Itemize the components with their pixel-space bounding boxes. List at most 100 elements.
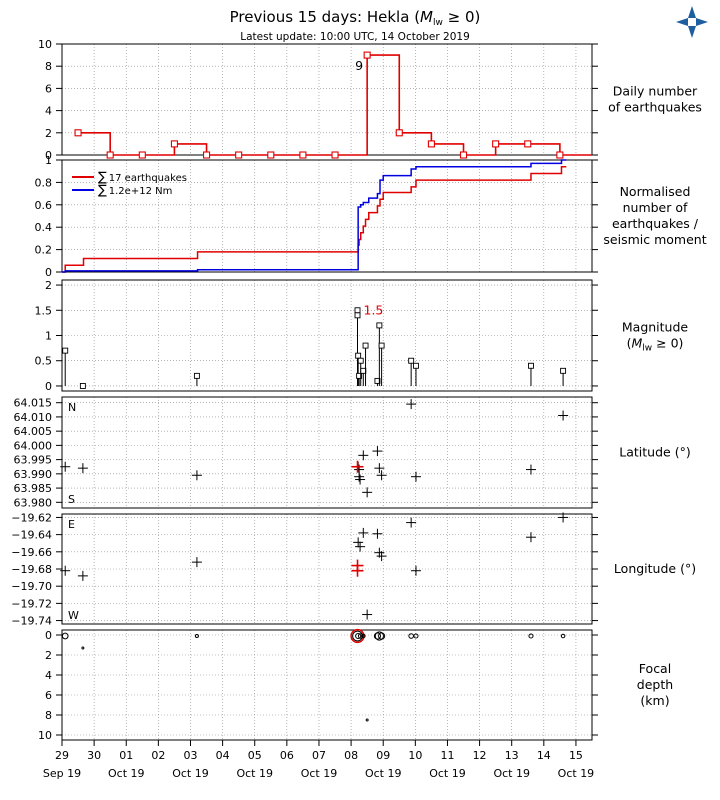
corner-label-bottom: W (68, 609, 79, 622)
daily-count-marker (492, 140, 500, 148)
depth-marker (357, 633, 364, 639)
y-tick-label: 64.005 (14, 425, 53, 438)
y-tick-label: 1 (45, 330, 52, 343)
y-tick-label: 0 (45, 149, 52, 162)
x-day-label: 30 (87, 749, 101, 762)
y-tick-label: 0 (45, 380, 52, 393)
max-magnitude-label: 1.5 (364, 302, 384, 317)
panel-label-line: number of (623, 200, 688, 215)
depth-marker (373, 632, 382, 640)
figure-title: Previous 15 days: Hekla (Mlw ≥ 0) (230, 8, 481, 28)
depth-marker (413, 633, 419, 639)
daily-count-marker (170, 140, 178, 148)
daily-count-marker (331, 151, 339, 159)
panel-frame (61, 159, 593, 273)
y-tick-label: 64.000 (14, 439, 53, 452)
x-day-label: 03 (183, 749, 197, 762)
panel-label-line: earthquakes / (612, 216, 699, 231)
panel-label-line: depth (637, 677, 673, 692)
y-tick-label: 0 (45, 266, 52, 279)
x-month-label: Oct 19 (493, 767, 530, 780)
x-day-label: 07 (312, 749, 326, 762)
magnitude-marker (62, 347, 69, 354)
daily-count-marker (395, 129, 403, 137)
y-tick-label: −19.62 (11, 511, 52, 524)
x-day-label: 06 (280, 749, 294, 762)
magnitude-marker (378, 342, 385, 349)
depth-marker (378, 632, 386, 640)
x-month-label: Oct 19 (365, 767, 402, 780)
x-day-label: 08 (344, 749, 358, 762)
panel-4: 63.98063.98563.99063.99564.00064.00564.0… (14, 396, 691, 509)
legend-entry: ∑ 17 earthquakes (98, 170, 187, 185)
x-day-label: 09 (376, 749, 390, 762)
y-tick-label: 6 (45, 689, 52, 702)
daily-count-step (78, 54, 592, 156)
depth-marker (355, 632, 362, 640)
depth-marker (365, 718, 369, 722)
daily-count-marker (299, 151, 307, 159)
magnitude-marker (79, 383, 86, 389)
magnitude-marker (362, 342, 369, 349)
y-tick-label: 2 (45, 127, 52, 140)
y-tick-label: −19.70 (11, 580, 52, 593)
magnitude-marker (376, 322, 383, 329)
y-tick-label: 0.4 (35, 221, 53, 234)
x-day-label: 13 (505, 749, 519, 762)
daily-count-marker (363, 51, 371, 59)
corner-label-top: N (68, 401, 76, 414)
y-tick-label: 63.995 (14, 454, 53, 467)
daily-count-marker (106, 151, 114, 159)
x-day-label: 01 (119, 749, 133, 762)
panel-label-tail: ≥ 0) (652, 336, 683, 351)
panel-label-line: seismic moment (603, 232, 706, 247)
y-tick-label: 0 (45, 629, 52, 642)
magnitude-marker (356, 372, 363, 379)
panel-label-line: Focal (639, 661, 671, 676)
corner-label-top: E (68, 518, 75, 531)
panel-frame (61, 43, 593, 156)
magnitude-marker (374, 377, 381, 384)
y-tick-label: 63.990 (14, 468, 53, 481)
y-tick-label: 2 (45, 279, 52, 292)
y-tick-label: −19.64 (11, 529, 52, 542)
y-tick-label: 0.6 (35, 199, 53, 212)
cumulative-line-2 (62, 159, 567, 273)
daily-count-marker (138, 151, 146, 159)
peak-count-label: 9 (355, 58, 363, 73)
magnitude-marker (413, 362, 419, 369)
x-day-label: 11 (440, 749, 454, 762)
y-tick-label: 0.5 (35, 355, 53, 368)
x-day-label: 05 (248, 749, 262, 762)
daily-count-marker (74, 129, 82, 137)
panel-frame (61, 629, 593, 741)
legend-entry: ∑ 1.2e+12 Nm (98, 183, 172, 198)
depth-marker (560, 633, 566, 639)
y-tick-label: 63.980 (14, 496, 53, 509)
figure-subtitle: Latest update: 10:00 UTC, 14 October 201… (240, 31, 470, 43)
panel-label-part: ( (627, 336, 632, 351)
y-tick-label: 6 (45, 82, 52, 95)
x-day-label: 02 (151, 749, 165, 762)
y-tick-label: 64.010 (14, 411, 53, 424)
y-tick-label: 1 (45, 154, 52, 167)
x-month-label: Oct 19 (172, 767, 209, 780)
magnitude-marker (528, 362, 534, 369)
x-day-label: 04 (216, 749, 230, 762)
panel-label-line: (km) (640, 693, 669, 708)
y-tick-label: 10 (38, 38, 52, 51)
y-tick-label: 0.8 (35, 176, 53, 189)
panel-label-line: Normalised (620, 184, 691, 199)
depth-marker (361, 633, 366, 639)
y-tick-label: 8 (45, 60, 52, 73)
x-day-label: 29 (55, 749, 69, 762)
panel-5: −19.74 −19.72 −19.70 −19.68 −19.66 −19.64 −19.… (11, 511, 696, 627)
panel-3: 0 0.5 1 1.5 2 Magnitude(Mlw ≥ 0) 1.5 (35, 279, 689, 393)
imo-logo-icon (676, 6, 708, 38)
depth-marker (61, 632, 69, 640)
daily-count-marker (427, 140, 435, 148)
